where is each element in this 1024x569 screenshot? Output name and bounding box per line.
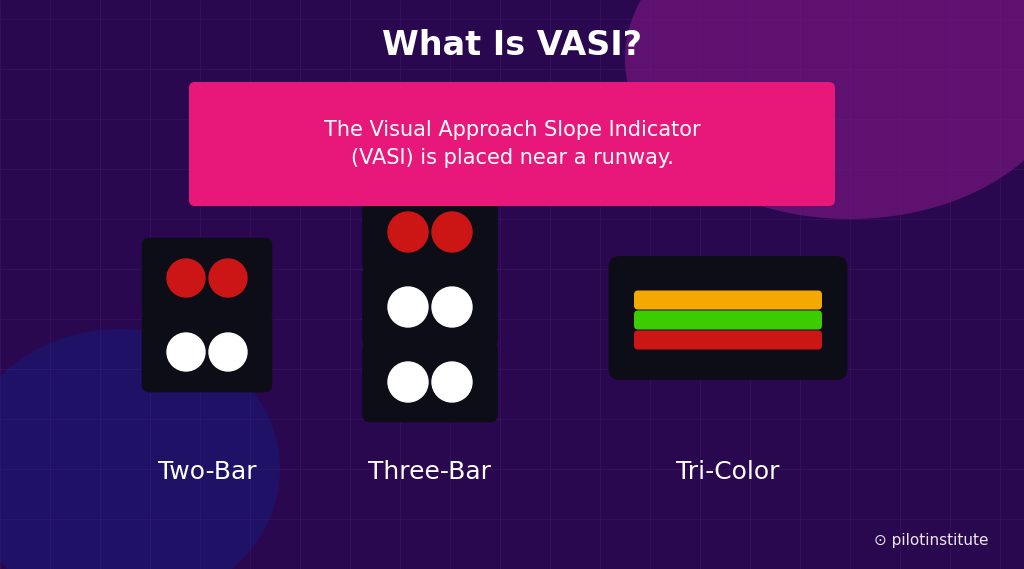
Text: Two-Bar: Two-Bar [158, 460, 256, 484]
FancyBboxPatch shape [141, 312, 272, 392]
FancyBboxPatch shape [608, 256, 848, 380]
FancyBboxPatch shape [362, 267, 498, 347]
Ellipse shape [0, 329, 280, 569]
FancyBboxPatch shape [634, 311, 822, 329]
Circle shape [388, 212, 428, 252]
Circle shape [209, 259, 247, 297]
Ellipse shape [625, 0, 1024, 219]
Text: What Is VASI?: What Is VASI? [382, 28, 642, 61]
FancyBboxPatch shape [141, 238, 272, 318]
Text: Tri-Color: Tri-Color [676, 460, 779, 484]
FancyBboxPatch shape [634, 291, 822, 310]
Circle shape [432, 287, 472, 327]
FancyBboxPatch shape [362, 342, 498, 422]
Circle shape [209, 333, 247, 371]
Text: ⊙ pilotinstitute: ⊙ pilotinstitute [873, 533, 988, 547]
Circle shape [388, 287, 428, 327]
Text: Three-Bar: Three-Bar [369, 460, 492, 484]
Circle shape [167, 259, 205, 297]
Circle shape [388, 362, 428, 402]
FancyBboxPatch shape [362, 192, 498, 273]
Circle shape [167, 333, 205, 371]
Text: The Visual Approach Slope Indicator
(VASI) is placed near a runway.: The Visual Approach Slope Indicator (VAS… [324, 120, 700, 168]
FancyBboxPatch shape [189, 82, 835, 206]
FancyBboxPatch shape [634, 331, 822, 349]
Circle shape [432, 362, 472, 402]
Circle shape [432, 212, 472, 252]
